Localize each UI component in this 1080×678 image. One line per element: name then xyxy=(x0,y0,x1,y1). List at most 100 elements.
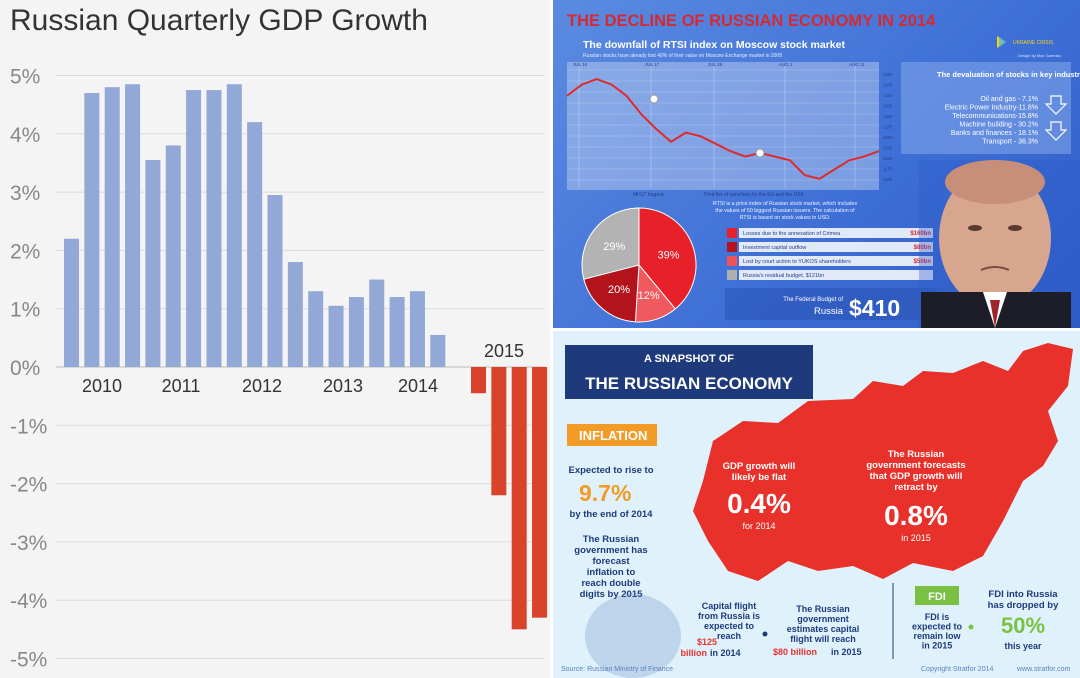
inflation-value: 9.7% xyxy=(579,480,631,506)
legend-bar xyxy=(739,228,933,238)
fdi-tag xyxy=(915,586,959,605)
gdp-bar xyxy=(186,90,202,367)
fdi-note: FDI is expected to remain low in 2015 xyxy=(912,612,963,651)
fdi-drop-value: 50% xyxy=(1001,613,1045,638)
chart-title: Russian Quarterly GDP Growth xyxy=(10,4,428,37)
gdp-bar xyxy=(491,367,507,496)
pie-label: 20% xyxy=(608,284,630,296)
ukraine-crisis-logo xyxy=(997,36,1007,48)
y-tick-label: 3% xyxy=(10,182,40,205)
devaluation-title: The devaluation of stocks in key industr… xyxy=(937,70,1080,79)
rtsi-date-label: JUL 28 xyxy=(708,62,723,67)
decline-infographic-graphic: THE DECLINE OF RUSSIAN ECONOMY IN 2014 T… xyxy=(566,12,1080,328)
rtsi-axis-label: 1200 xyxy=(883,156,893,161)
industry-list: Oil and gas - 7.1% Electric Power Industr… xyxy=(945,96,1038,146)
legend-text: Investment capital outflow xyxy=(743,245,806,251)
gdp-bar xyxy=(511,367,527,630)
gdp-bar xyxy=(104,87,120,367)
fdi-drop-note: FDI into Russia has dropped by xyxy=(988,589,1059,611)
legend-swatch xyxy=(727,228,737,238)
gdp-bar xyxy=(430,334,446,367)
devaluation-box xyxy=(901,62,1071,154)
gdp-bar xyxy=(532,367,548,618)
rtsi-date-label: AUG 11 xyxy=(849,62,865,67)
rtsi-axis-label: 1175 xyxy=(883,167,893,172)
rtsi-axis-label: 1350 xyxy=(883,93,893,98)
industry-item: Oil and gas - 7.1% xyxy=(980,96,1038,103)
source-text: Source: Russian Ministry of Finance xyxy=(561,666,673,673)
legend-swatch xyxy=(727,256,737,266)
y-tick-label: 5% xyxy=(10,66,40,89)
rtsi-index-line xyxy=(566,78,880,180)
x-axis-year-labels: 2010 2011 2012 2013 2014 2015 xyxy=(82,341,524,396)
y-tick-label: -1% xyxy=(10,415,47,438)
pie-label: 29% xyxy=(603,241,625,253)
rtsi-axis-labels: 1450 1375 1350 1325 1300 1275 1250 1225 1200 1175… xyxy=(883,72,893,182)
inflation-note: The Russian government has forecast inflati… xyxy=(574,534,647,600)
x-year-label: 2014 xyxy=(398,376,438,396)
gdp-bar xyxy=(409,291,425,367)
x-year-label: 2012 xyxy=(242,376,282,396)
y-tick-label: -4% xyxy=(10,590,47,613)
legend-text: Russia's residual budget, $121bn xyxy=(743,273,824,279)
pie-slice xyxy=(581,207,640,280)
gdp-bar xyxy=(145,160,161,367)
inflation-line1: Expected to rise to xyxy=(569,465,654,476)
industry-item: Transport - 36.3% xyxy=(982,139,1038,146)
budget-country: Russia xyxy=(814,306,844,317)
gdp-bar-chart: Russian Quarterly GDP Growth 5% 4% 3% 2% 1% 0… xyxy=(10,4,548,672)
snapshot-infographic-graphic: A SNAPSHOT OF THE RUSSIAN ECONOMY INFLAT… xyxy=(561,343,1073,678)
fdi-drop-period: this year xyxy=(1004,641,1042,651)
banner-title: THE RUSSIAN ECONOMY xyxy=(585,374,793,393)
sanctions-event-marker xyxy=(755,148,765,158)
legend-bar xyxy=(739,270,933,280)
capital-flight-note: Capital flight from Russia is expected to r… xyxy=(698,601,760,641)
gov-forecast-year: in 2015 xyxy=(901,533,931,543)
decline-infographic: THE DECLINE OF RUSSIAN ECONOMY IN 2014 T… xyxy=(553,0,1080,328)
capital-flight-unit: billion xyxy=(681,648,708,658)
legend-text: Losses due to the annexation of Crimea xyxy=(743,231,841,237)
inflation-line2: by the end of 2014 xyxy=(570,509,654,520)
gdp-bar xyxy=(267,195,283,367)
gdp-bar xyxy=(389,297,405,367)
gdp-bar xyxy=(206,90,222,367)
down-arrow-icon xyxy=(1044,95,1068,141)
y-tick-label: 1% xyxy=(10,299,40,322)
bullet-icon xyxy=(762,631,768,637)
gov-forecast-value: 0.8% xyxy=(884,500,948,531)
rtsi-small-note: Russian stocks have already lost 40% of … xyxy=(583,53,782,59)
gdp-value: 0.4% xyxy=(727,488,791,519)
rtsi-date-label: AUG 1 xyxy=(779,62,793,67)
fdi-tag-label: FDI xyxy=(928,591,946,603)
y-tick-label: -2% xyxy=(10,474,47,497)
rtsi-axis-label: 1250 xyxy=(883,135,893,140)
pie-slice xyxy=(583,264,640,323)
rtsi-subheadline: The downfall of RTSI index on Moscow sto… xyxy=(583,39,845,51)
rtsi-date-label: JUL 17 xyxy=(645,62,660,67)
capital-flight-year: in 2014 xyxy=(710,648,741,658)
budget-value: $410 xyxy=(849,295,900,321)
gdp-bar xyxy=(348,297,364,367)
rtsi-axis-label: 1375 xyxy=(883,83,893,88)
gdp-bar xyxy=(226,84,242,368)
legend-amount: $50bn xyxy=(914,259,932,265)
gov-capital-note: The Russian government estimates capital fl… xyxy=(787,604,860,644)
rtsi-axis-label: 1300 xyxy=(883,114,893,119)
banner-box xyxy=(565,345,813,399)
x-year-label: 2011 xyxy=(162,376,201,396)
industry-item: Banks and finances - 18.1% xyxy=(951,130,1038,137)
pie-legend: Losses due to the annexation of Crimea $1… xyxy=(727,228,933,280)
rtsi-chart-background xyxy=(567,62,879,190)
gdp-bar xyxy=(165,145,181,367)
gdp-bar xyxy=(328,305,344,367)
inflation-tag-label: INFLATION xyxy=(579,428,647,443)
y-tick-label: -5% xyxy=(10,649,47,672)
decline-headline: THE DECLINE OF RUSSIAN ECONOMY IN 2014 xyxy=(567,12,936,30)
gov-capital-year: in 2015 xyxy=(831,647,862,657)
copyright-text: Copyright Stratfor 2014 xyxy=(921,666,993,673)
gdp-bar xyxy=(247,122,263,367)
rtsi-axis-label: 1150 xyxy=(883,177,893,182)
gdp-bar xyxy=(125,84,141,368)
legend-bar xyxy=(739,256,933,266)
rtsi-date-labels: JUL 10 JUL 17 JUL 28 AUG 1 AUG 11 xyxy=(573,62,865,188)
